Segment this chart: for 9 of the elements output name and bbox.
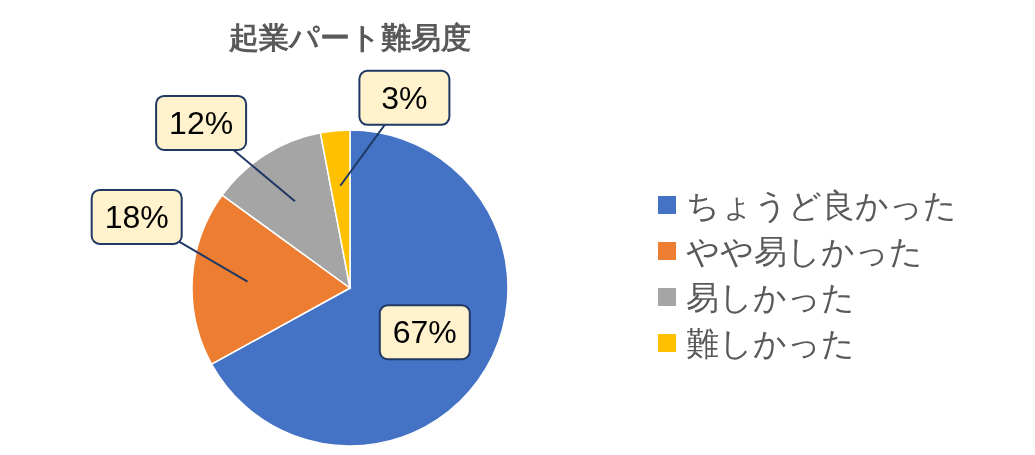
data-label: 67% xyxy=(392,314,457,351)
chart-title: 起業パート難易度 xyxy=(228,21,471,54)
legend-label: 易しかった xyxy=(686,279,855,316)
data-label: 18% xyxy=(104,198,169,235)
legend-label: ちょうど良かった xyxy=(686,187,957,224)
legend-label: 難しかった xyxy=(686,325,855,362)
data-label: 3% xyxy=(381,79,428,116)
legend-label: やや易しかった xyxy=(686,233,923,270)
data-label: 12% xyxy=(169,104,234,141)
